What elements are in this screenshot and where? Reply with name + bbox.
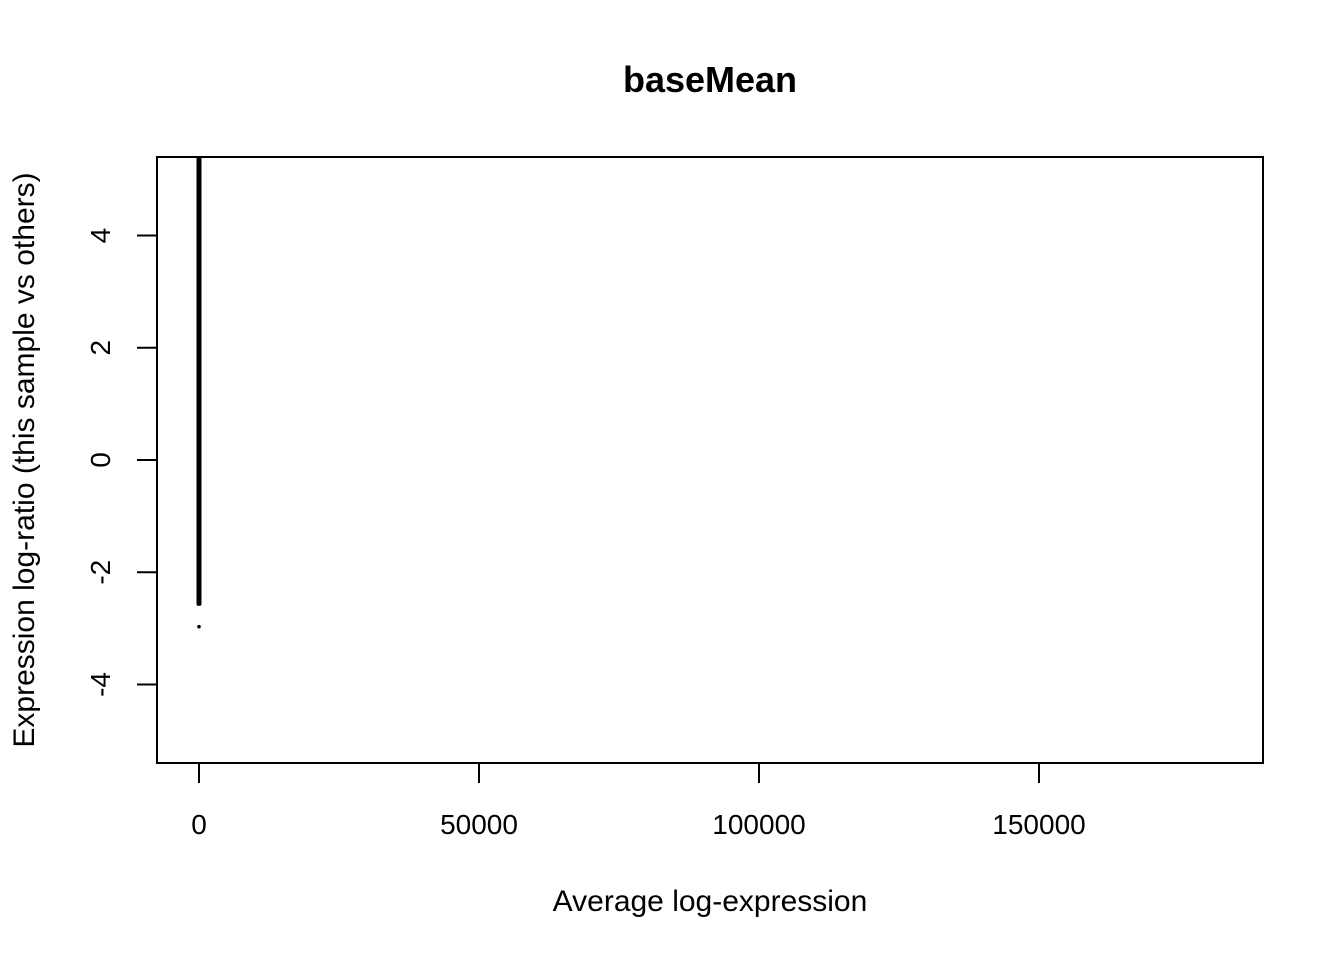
- scatter-point: [197, 598, 201, 603]
- y-tick-label: 4: [85, 228, 116, 244]
- scatter-point: [197, 576, 201, 580]
- points-layer: [196, 157, 202, 629]
- x-tick-label: 0: [191, 809, 207, 840]
- scatter-point: [197, 587, 201, 591]
- y-axis: -4 -2 0 2 4: [85, 228, 158, 697]
- x-axis: 0 50000 100000 150000: [191, 762, 1086, 840]
- plot-frame: [156, 156, 1264, 764]
- y-tick-label: 2: [85, 340, 116, 356]
- scatter-point: [197, 591, 201, 596]
- x-axis-label: Average log-expression: [553, 885, 868, 918]
- scatter-point: [197, 536, 201, 541]
- scatter-point: [197, 567, 201, 572]
- y-axis-label: Expression log-ratio (this sample vs oth…: [8, 172, 41, 747]
- y-tick-label: 0: [85, 452, 116, 468]
- chart-title: baseMean: [623, 59, 797, 100]
- scatter-point: [197, 547, 201, 552]
- y-tick-label: -4: [85, 672, 116, 697]
- scatter-point: [197, 601, 201, 605]
- x-tick-label: 150000: [992, 809, 1085, 840]
- scatter-point: [197, 595, 201, 600]
- scatter-point: [197, 624, 201, 629]
- scatter-point: [197, 559, 201, 563]
- scatter-point: [197, 581, 201, 586]
- x-tick-label: 100000: [712, 809, 805, 840]
- scatter-point: [197, 528, 201, 532]
- y-tick-label: -2: [85, 560, 116, 585]
- dense-point-band: [196, 157, 202, 606]
- x-tick-label: 50000: [440, 809, 518, 840]
